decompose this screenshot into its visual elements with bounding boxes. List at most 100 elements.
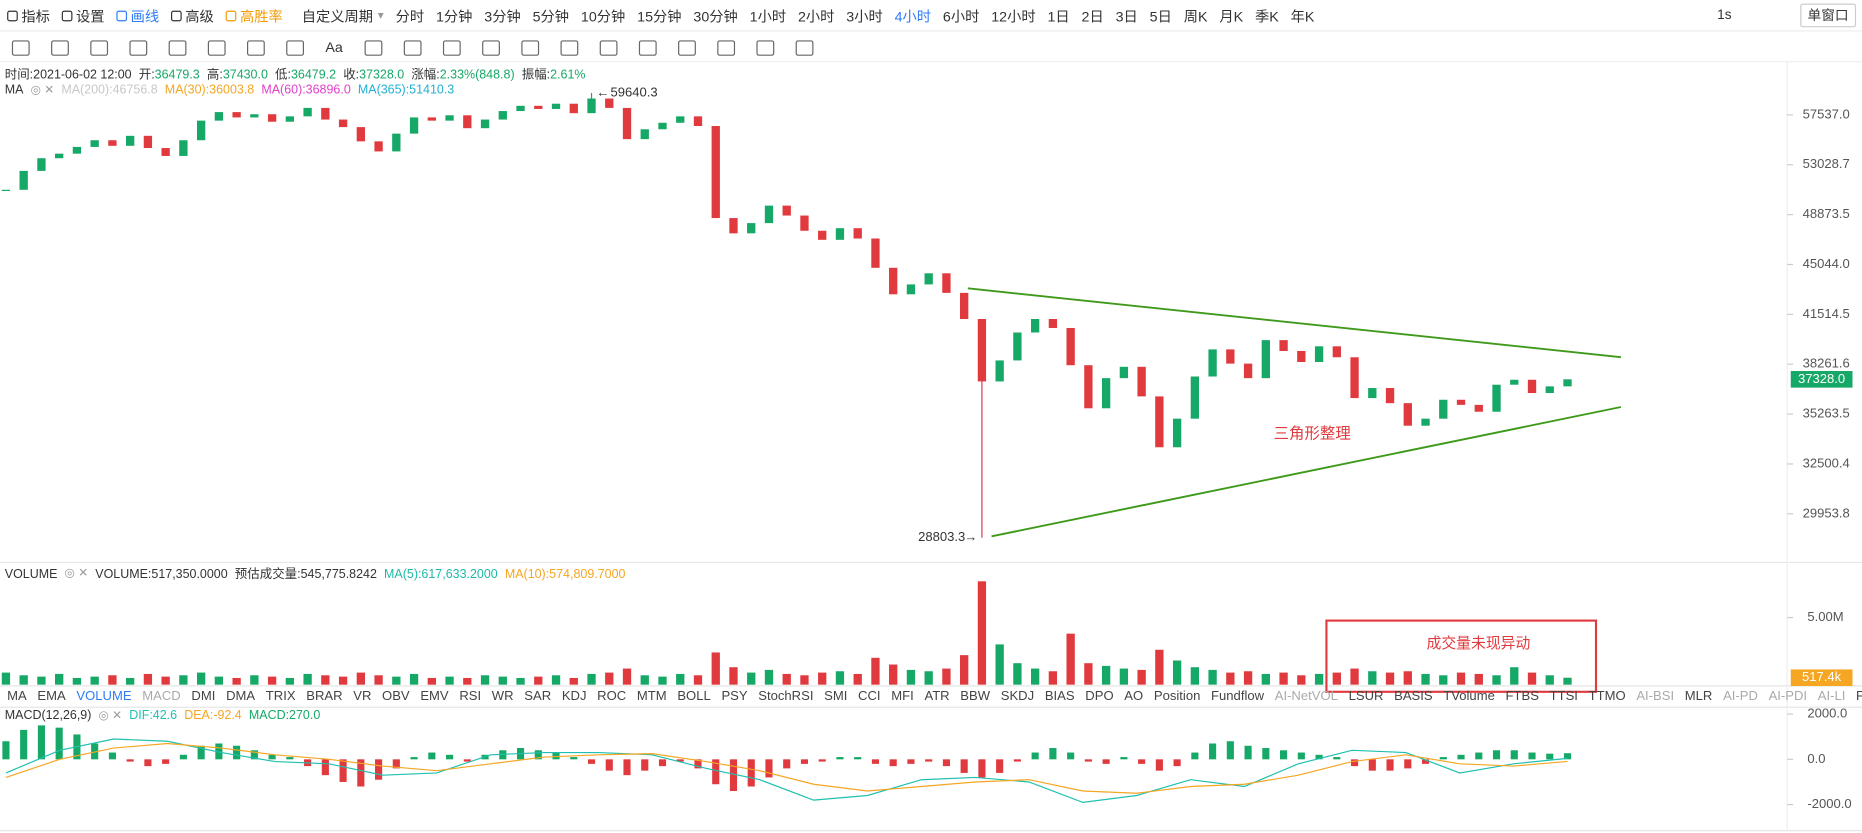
- tool-icon[interactable]: [756, 39, 774, 56]
- indicator-tab[interactable]: MFI: [891, 689, 914, 704]
- tool-icon[interactable]: [795, 39, 814, 56]
- indicator-tab[interactable]: PSY: [721, 689, 748, 704]
- tool-icon[interactable]: [560, 39, 578, 56]
- indicator-tab[interactable]: AI-LI: [1817, 689, 1846, 704]
- indicator-tab[interactable]: BASIS: [1394, 689, 1433, 704]
- tool-icon[interactable]: [129, 39, 148, 56]
- text-tool[interactable]: Aa: [325, 39, 343, 56]
- indicator-tab[interactable]: MACD: [142, 689, 181, 704]
- tool-icon[interactable]: [90, 39, 109, 56]
- indicator-tab[interactable]: BIAS: [1044, 689, 1075, 704]
- indicator-tab[interactable]: MLR: [1684, 689, 1713, 704]
- indicator-tab[interactable]: AI-NetVOL: [1274, 689, 1338, 704]
- period-tab[interactable]: 3日: [1115, 7, 1138, 25]
- period-tab[interactable]: 季K: [1255, 7, 1279, 25]
- tool-icon[interactable]: [247, 39, 265, 56]
- indicator-tab[interactable]: TVolume: [1443, 689, 1495, 704]
- tool-icon[interactable]: [168, 39, 187, 56]
- period-tab[interactable]: 分时: [395, 7, 425, 25]
- indicator-tab[interactable]: Fundflow: [1211, 689, 1265, 704]
- indicator-tab[interactable]: LSUR: [1348, 689, 1384, 704]
- indicator-tab[interactable]: EMV: [420, 689, 449, 704]
- indicator-tab[interactable]: SAR: [524, 689, 552, 704]
- period-tab[interactable]: 1日: [1047, 7, 1070, 25]
- period-tab[interactable]: 2日: [1081, 7, 1104, 25]
- indicator-tab[interactable]: AI-PDI: [1768, 689, 1808, 704]
- macd-bar: [1510, 750, 1518, 760]
- indicator-tab[interactable]: Position: [1153, 689, 1201, 704]
- period-tab[interactable]: 10分钟: [580, 7, 626, 25]
- indicator-tab[interactable]: DMI: [191, 689, 216, 704]
- macd-bar: [197, 745, 205, 760]
- indicator-tab[interactable]: ROC: [597, 689, 627, 704]
- indicator-tab[interactable]: VOLUME: [76, 689, 132, 704]
- tool-icon[interactable]: [364, 39, 383, 56]
- tool-icon[interactable]: [520, 39, 539, 56]
- indicator-tab[interactable]: ATR: [924, 689, 950, 704]
- indicator-tab[interactable]: RSI: [459, 689, 482, 704]
- window-control[interactable]: 单窗口: [1800, 3, 1856, 28]
- indicator-tab[interactable]: BOLL: [677, 689, 711, 704]
- macd-bar: [854, 757, 862, 760]
- period-tab[interactable]: 1分钟: [435, 7, 473, 25]
- tool-icon[interactable]: [207, 39, 226, 56]
- indicator-tab[interactable]: StochRSI: [758, 689, 814, 704]
- indicator-tab[interactable]: SKDJ: [1000, 689, 1035, 704]
- tool-icon[interactable]: [403, 39, 422, 56]
- indicator-tab[interactable]: BRAR: [306, 689, 343, 704]
- tool-icon[interactable]: [481, 39, 500, 56]
- indicator-tab[interactable]: WR: [491, 689, 514, 704]
- indicator-tab[interactable]: TTSI: [1549, 689, 1578, 704]
- custom-period[interactable]: 自定义周期: [301, 7, 373, 25]
- period-tab[interactable]: 15分钟: [637, 7, 682, 25]
- window-control[interactable]: 1s: [1717, 8, 1732, 23]
- indicator-tab[interactable]: BBW: [960, 689, 991, 704]
- period-tab[interactable]: 6小时: [942, 7, 980, 25]
- indicator-tab[interactable]: TTMO: [1588, 689, 1626, 704]
- indicator-tab[interactable]: TRIX: [265, 689, 296, 704]
- indicator-tab[interactable]: VR: [353, 689, 372, 704]
- indicator-tab[interactable]: AI-BSI: [1636, 689, 1675, 704]
- indicator-tab[interactable]: KDJ: [561, 689, 587, 704]
- tool-icon[interactable]: [51, 39, 69, 56]
- period-tab[interactable]: 月K: [1219, 7, 1244, 25]
- tool-icon[interactable]: [286, 39, 304, 56]
- indicator-tab[interactable]: SMI: [824, 689, 848, 704]
- candle: [889, 267, 898, 295]
- tool-icon[interactable]: [11, 39, 30, 56]
- indicator-tab[interactable]: DMA: [226, 689, 256, 704]
- macd-bar: [1297, 752, 1305, 760]
- menu-item[interactable]: 指标: [7, 5, 50, 25]
- indicator-tab[interactable]: AI-PD: [1723, 689, 1758, 704]
- period-tab[interactable]: 30分钟: [693, 7, 738, 25]
- indicator-tab[interactable]: EMA: [37, 689, 66, 704]
- tool-icon[interactable]: [638, 39, 657, 56]
- indicator-tab[interactable]: OBV: [382, 689, 410, 704]
- volume-bar: [409, 673, 419, 685]
- period-tab[interactable]: 3分钟: [484, 7, 521, 25]
- period-tab[interactable]: 5日: [1149, 7, 1172, 25]
- period-tab[interactable]: 1小时: [749, 7, 787, 25]
- tool-icon[interactable]: [677, 39, 696, 56]
- period-tab[interactable]: 4小时: [894, 7, 932, 25]
- period-tab[interactable]: 年K: [1290, 7, 1315, 25]
- indicator-tab[interactable]: CCI: [858, 689, 881, 704]
- menu-item[interactable]: 设置: [61, 5, 105, 25]
- period-tab[interactable]: 2小时: [797, 7, 835, 25]
- period-tab[interactable]: 5分钟: [532, 7, 570, 25]
- tool-icon[interactable]: [599, 39, 618, 56]
- indicator-tab[interactable]: AO: [1124, 689, 1144, 704]
- period-tab[interactable]: 3小时: [846, 7, 883, 25]
- indicator-tab[interactable]: MTM: [636, 689, 667, 704]
- indicator-tab[interactable]: FR: [1856, 689, 1862, 703]
- menu-item[interactable]: 画线: [116, 5, 159, 25]
- indicator-tab[interactable]: DPO: [1085, 689, 1114, 704]
- period-tab[interactable]: 12小时: [991, 7, 1036, 25]
- tool-icon[interactable]: [442, 39, 461, 56]
- menu-item[interactable]: 高胜率: [225, 5, 283, 25]
- indicator-tab[interactable]: MA: [7, 689, 27, 704]
- period-tab[interactable]: 周K: [1183, 7, 1208, 25]
- tool-icon[interactable]: [716, 39, 735, 56]
- indicator-tab[interactable]: FTBS: [1505, 689, 1539, 704]
- menu-item[interactable]: 高级: [171, 5, 214, 25]
